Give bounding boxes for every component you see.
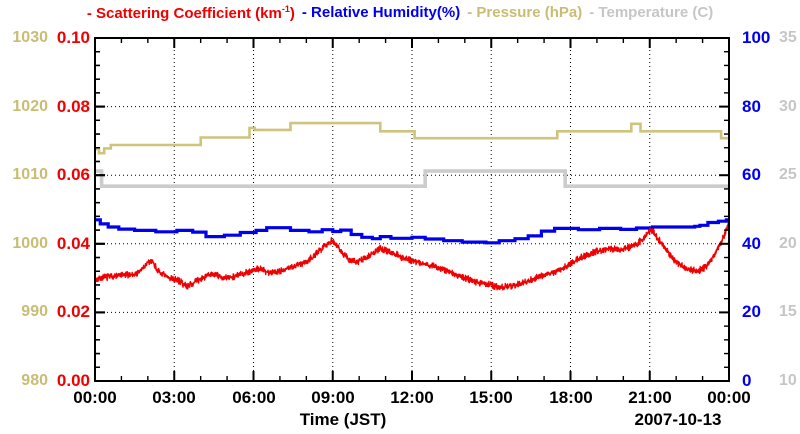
temperature-c--line — [95, 169, 729, 188]
temperature-tick-10: 10 — [779, 372, 797, 389]
pressure-tick-990: 990 — [21, 303, 48, 320]
scattering-tick-006: 0.06 — [56, 165, 90, 184]
time-tick-0900: 09:00 — [311, 388, 355, 407]
scattering-coefficient-line — [94, 220, 730, 291]
humidity-tick-100: 100 — [742, 28, 771, 47]
temperature-tick-35: 35 — [779, 29, 797, 46]
humidity-tick-80: 80 — [742, 97, 761, 116]
temperature-tick-15: 15 — [779, 303, 797, 320]
humidity-tick-0: 0 — [742, 371, 752, 390]
time-tick-2100: 21:00 — [628, 388, 672, 407]
degree-symbol: ° — [700, 0, 705, 5]
pressure-tick-1030: 1030 — [12, 29, 48, 46]
humidity-tick-40: 40 — [742, 234, 761, 253]
scattering-tick-010: 0.10 — [56, 28, 90, 47]
relative-humidity--line — [95, 218, 729, 245]
humidity-tick-20: 20 — [742, 302, 761, 321]
scattering-tick-000: 0.00 — [56, 371, 90, 390]
time-tick-1200: 12:00 — [390, 388, 434, 407]
pressure-hpa--line — [95, 121, 729, 155]
time-tick-1500: 15:00 — [469, 388, 513, 407]
chart-legend: - Scattering Coefficient (km-1) - Relati… — [0, 0, 800, 22]
scattering-tick-008: 0.08 — [56, 97, 90, 116]
legend-scattering: - Scattering Coefficient (km-1) — [86, 4, 295, 22]
humidity-tick-60: 60 — [742, 165, 761, 184]
temperature-tick-25: 25 — [779, 166, 797, 183]
scattering-tick-004: 0.04 — [56, 234, 90, 253]
x-axis-date: 2007-10-13 — [634, 410, 722, 429]
plot-frame — [94, 37, 730, 382]
x-axis-title: Time (JST) — [299, 410, 387, 429]
pressure-tick-1000: 1000 — [12, 235, 48, 252]
time-tick-1800: 18:00 — [549, 388, 593, 407]
pressure-tick-980: 980 — [21, 372, 48, 389]
time-tick-0600: 06:00 — [232, 388, 276, 407]
superscript-minus-one: -1 — [281, 4, 290, 14]
legend-temperature: - Temperature (° C) — [589, 0, 713, 22]
pressure-tick-1020: 1020 — [12, 98, 48, 115]
time-tick-0000b: 00:00 — [707, 388, 751, 407]
pressure-tick-1010: 1010 — [12, 166, 48, 183]
time-tick-0300: 03:00 — [152, 388, 196, 407]
time-tick-0000a: 00:00 — [73, 388, 117, 407]
legend-pressure: - Pressure (hPa) — [467, 4, 583, 21]
scattering-tick-002: 0.02 — [56, 302, 90, 321]
temperature-tick-30: 30 — [779, 98, 797, 115]
legend-humidity: - Relative Humidity(%) — [301, 4, 461, 21]
temperature-tick-20: 20 — [779, 235, 797, 252]
